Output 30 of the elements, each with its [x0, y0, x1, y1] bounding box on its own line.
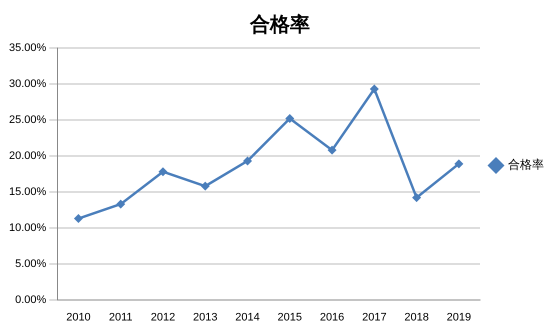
- y-tick-label: 5.00%: [15, 258, 47, 270]
- y-tick-label: 30.00%: [8, 78, 47, 90]
- legend-label: 合格率: [508, 158, 544, 172]
- point: [285, 114, 294, 124]
- y-tick-label: 20.00%: [8, 150, 47, 162]
- y-tick-label: 35.00%: [8, 42, 47, 54]
- point: [412, 193, 422, 202]
- point: [200, 182, 210, 191]
- x-tick-label: 2010: [66, 311, 91, 324]
- x-tick-label: 2013: [193, 311, 218, 324]
- chart-title: 合格率: [249, 12, 310, 36]
- x-tick-label: 2018: [404, 311, 429, 324]
- point: [116, 200, 126, 209]
- x-tick-label: 2017: [362, 311, 387, 324]
- point: [158, 167, 168, 176]
- point: [328, 146, 337, 155]
- x-tick-label: 2014: [235, 311, 260, 324]
- y-tick-label: 25.00%: [8, 114, 47, 126]
- point: [74, 214, 83, 224]
- x-tick-label: 2012: [150, 311, 176, 324]
- x-tick-label: 2019: [446, 311, 472, 324]
- x-tick-label: 2011: [108, 311, 133, 324]
- point: [454, 159, 464, 168]
- point: [370, 84, 379, 94]
- point: [243, 156, 252, 166]
- x-tick-label: 2016: [320, 311, 344, 324]
- y-tick-label: 0.00%: [15, 294, 47, 306]
- y-tick-label: 15.00%: [8, 186, 47, 198]
- y-tick-label: 10.00%: [8, 222, 47, 234]
- x-tick-label: 2015: [278, 311, 302, 324]
